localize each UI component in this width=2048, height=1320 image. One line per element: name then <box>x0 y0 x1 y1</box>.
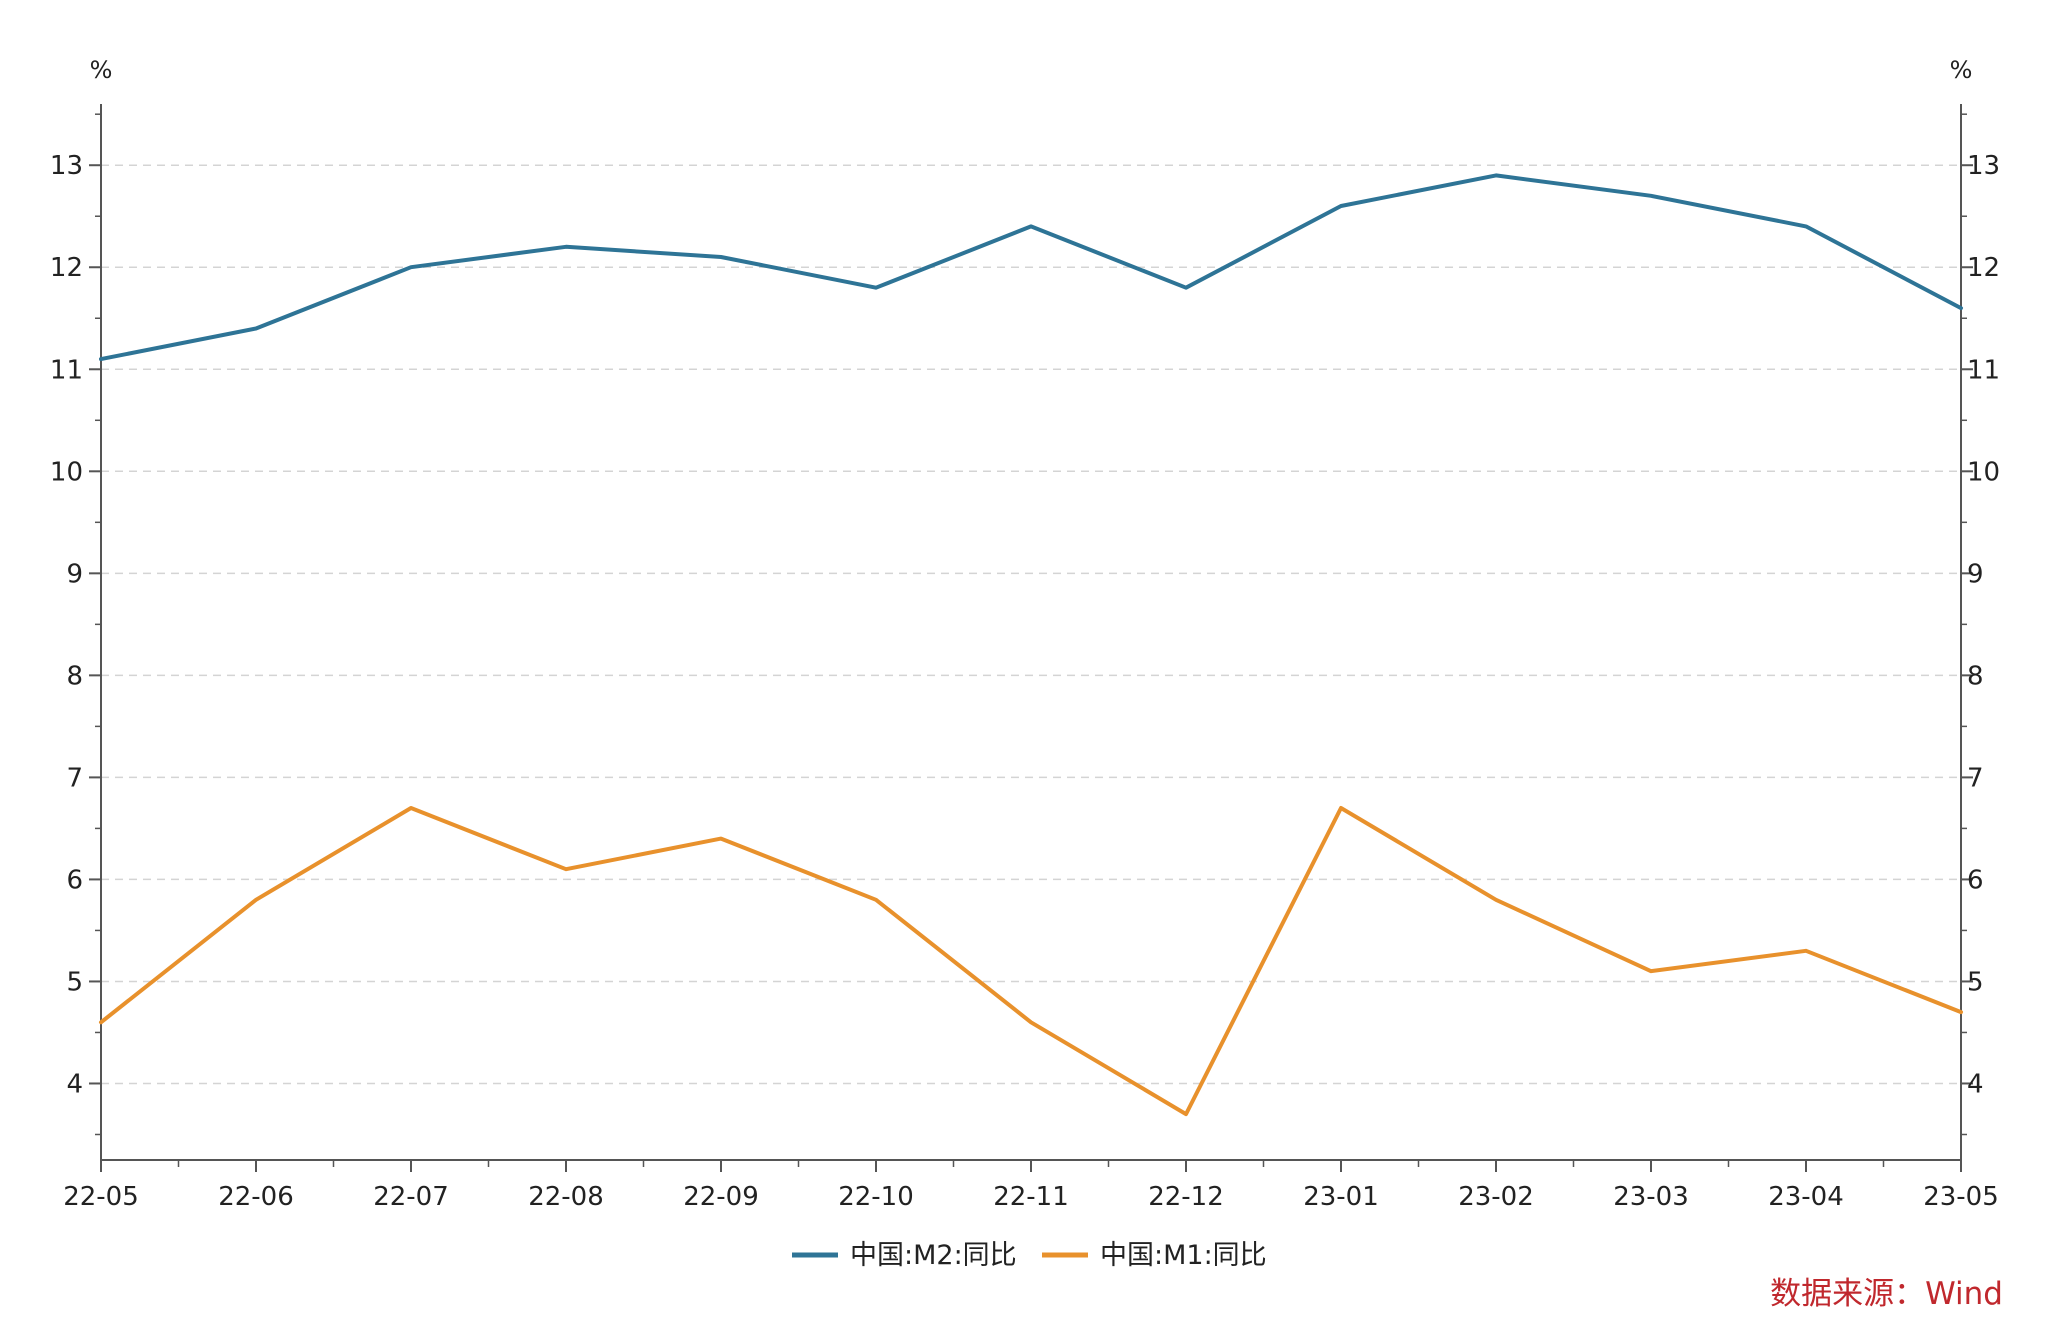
x-tick-label-22-07: 22-07 <box>373 1182 449 1212</box>
right-tick-label-11: 11 <box>1967 355 2000 385</box>
x-tick-label-23-03: 23-03 <box>1613 1182 1689 1212</box>
left-tick-label-13: 13 <box>50 151 83 181</box>
right-tick-label-7: 7 <box>1967 763 1984 793</box>
data-source: 数据来源：Wind <box>1770 1276 2003 1312</box>
left-axis-unit: % <box>90 56 113 84</box>
left-tick-label-6: 6 <box>66 865 83 895</box>
x-tick-label-23-01: 23-01 <box>1303 1182 1379 1212</box>
left-tick-label-12: 12 <box>50 253 83 283</box>
legend: 中国:M2:同比 中国:M1:同比 <box>792 1240 1267 1271</box>
x-tick-label-22-05: 22-05 <box>63 1182 139 1212</box>
x-tick-label-23-04: 23-04 <box>1768 1182 1844 1212</box>
right-tick-label-10: 10 <box>1967 457 2000 487</box>
axis-ticks: 4 5 6 7 8 9 10 11 12 13 4 5 6 7 8 9 10 11 12 13 22-05 22-06 22… <box>50 113 2000 1212</box>
left-tick-label-10: 10 <box>50 457 83 487</box>
x-tick-label-22-08: 22-08 <box>528 1182 604 1212</box>
right-tick-label-8: 8 <box>1967 661 1984 691</box>
x-tick-label-23-02: 23-02 <box>1458 1182 1534 1212</box>
left-tick-label-4: 4 <box>66 1069 83 1099</box>
left-tick-label-5: 5 <box>66 967 83 997</box>
left-tick-label-8: 8 <box>66 661 83 691</box>
right-axis-unit: % <box>1950 56 1973 84</box>
series-lines <box>99 173 1963 1117</box>
left-tick-label-11: 11 <box>50 355 83 385</box>
series-line-0 <box>99 173 1963 362</box>
right-tick-label-4: 4 <box>1967 1069 1984 1099</box>
right-tick-label-9: 9 <box>1967 559 1984 589</box>
x-tick-label-22-09: 22-09 <box>683 1182 759 1212</box>
right-tick-label-5: 5 <box>1967 967 1984 997</box>
axes <box>100 104 1962 1161</box>
left-tick-label-9: 9 <box>66 559 83 589</box>
x-tick-label-22-10: 22-10 <box>838 1182 914 1212</box>
grid-lines <box>101 164 1961 1085</box>
right-tick-label-13: 13 <box>1967 151 2000 181</box>
left-tick-label-7: 7 <box>66 763 83 793</box>
right-tick-label-12: 12 <box>1967 253 2000 283</box>
legend-label-m1: 中国:M1:同比 <box>1100 1240 1267 1271</box>
series-line-1 <box>99 806 1963 1117</box>
x-tick-label-22-11: 22-11 <box>993 1182 1069 1212</box>
x-tick-label-22-06: 22-06 <box>218 1182 294 1212</box>
right-tick-label-6: 6 <box>1967 865 1984 895</box>
x-tick-label-23-05: 23-05 <box>1923 1182 1999 1212</box>
x-tick-label-22-12: 22-12 <box>1148 1182 1224 1212</box>
legend-label-m2: 中国:M2:同比 <box>850 1240 1017 1271</box>
